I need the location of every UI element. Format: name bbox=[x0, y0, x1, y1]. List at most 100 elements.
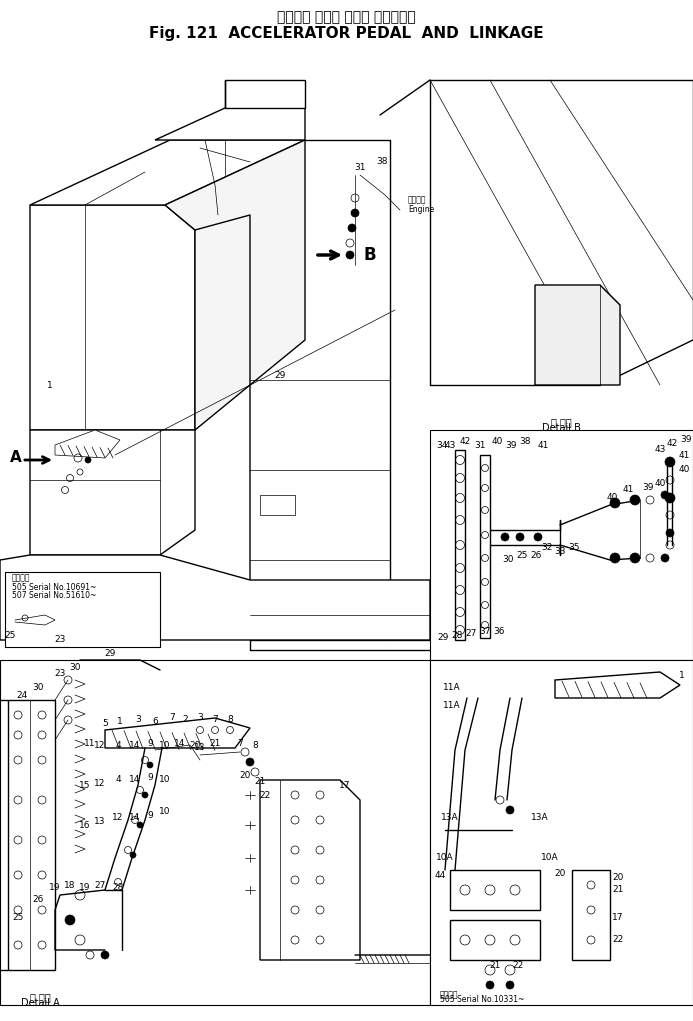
Polygon shape bbox=[572, 870, 610, 960]
Text: 13: 13 bbox=[94, 818, 106, 827]
Polygon shape bbox=[555, 672, 680, 698]
Text: 35: 35 bbox=[568, 543, 580, 552]
Text: 11: 11 bbox=[85, 738, 96, 747]
Text: 20: 20 bbox=[239, 771, 251, 779]
Text: 42: 42 bbox=[667, 438, 678, 447]
Text: 30: 30 bbox=[502, 555, 514, 565]
Text: 1: 1 bbox=[47, 381, 53, 389]
Text: 10: 10 bbox=[159, 808, 170, 817]
Circle shape bbox=[501, 533, 509, 541]
Text: 1: 1 bbox=[117, 717, 123, 726]
Text: 17: 17 bbox=[340, 780, 351, 789]
Text: 25: 25 bbox=[12, 914, 24, 923]
Text: Detail B: Detail B bbox=[542, 423, 581, 433]
Text: 9: 9 bbox=[147, 774, 153, 782]
Text: 2: 2 bbox=[182, 716, 188, 725]
Text: Ａ 詳細: Ａ 詳細 bbox=[30, 992, 51, 1002]
Text: 41: 41 bbox=[622, 486, 633, 494]
Text: 24: 24 bbox=[17, 690, 28, 699]
Text: 29: 29 bbox=[274, 371, 286, 380]
Circle shape bbox=[630, 495, 640, 505]
Text: B: B bbox=[364, 246, 376, 264]
Circle shape bbox=[348, 224, 356, 232]
Bar bbox=[260, 495, 295, 515]
Text: 22: 22 bbox=[259, 791, 271, 800]
Text: 3: 3 bbox=[197, 713, 203, 722]
Polygon shape bbox=[450, 920, 540, 960]
Text: 7: 7 bbox=[237, 738, 243, 747]
Polygon shape bbox=[165, 140, 305, 430]
Text: 26: 26 bbox=[530, 551, 542, 561]
Text: 27: 27 bbox=[465, 629, 477, 637]
Text: 13A: 13A bbox=[532, 814, 549, 823]
Text: 30: 30 bbox=[69, 664, 81, 673]
Text: 15: 15 bbox=[79, 780, 91, 789]
Text: 12: 12 bbox=[112, 814, 123, 823]
Text: 11A: 11A bbox=[444, 700, 461, 710]
Polygon shape bbox=[105, 718, 250, 748]
Text: 11A: 11A bbox=[444, 683, 461, 692]
Text: 13A: 13A bbox=[441, 814, 459, 823]
Text: 505 Serial No.10691~: 505 Serial No.10691~ bbox=[12, 583, 96, 591]
Text: 21: 21 bbox=[613, 885, 624, 894]
Text: 21: 21 bbox=[489, 961, 500, 970]
Text: 43: 43 bbox=[654, 445, 666, 454]
Circle shape bbox=[346, 251, 354, 259]
Text: 9: 9 bbox=[147, 738, 153, 747]
Polygon shape bbox=[55, 430, 120, 458]
Polygon shape bbox=[260, 780, 360, 960]
Text: 31: 31 bbox=[354, 163, 366, 173]
Text: 31: 31 bbox=[474, 440, 486, 449]
Text: Engine: Engine bbox=[408, 205, 435, 214]
Text: 14: 14 bbox=[130, 740, 141, 749]
Text: 40: 40 bbox=[678, 466, 690, 475]
Text: 40: 40 bbox=[606, 492, 617, 501]
Text: 39: 39 bbox=[642, 483, 653, 491]
Text: 10A: 10A bbox=[541, 853, 559, 862]
Text: 43: 43 bbox=[444, 440, 456, 449]
Text: 41: 41 bbox=[678, 450, 690, 459]
Text: 9: 9 bbox=[147, 811, 153, 820]
Text: 4: 4 bbox=[115, 740, 121, 749]
Text: 40: 40 bbox=[491, 438, 502, 446]
Text: 14: 14 bbox=[130, 776, 141, 784]
Circle shape bbox=[65, 915, 75, 925]
Text: 20: 20 bbox=[189, 740, 201, 749]
Circle shape bbox=[665, 493, 675, 503]
Circle shape bbox=[534, 533, 542, 541]
Text: アクセル ペダル および リンケージ: アクセル ペダル および リンケージ bbox=[277, 10, 415, 25]
Text: 7: 7 bbox=[212, 716, 218, 725]
Text: 28: 28 bbox=[451, 631, 463, 639]
Polygon shape bbox=[455, 450, 465, 640]
Polygon shape bbox=[30, 430, 195, 555]
Text: 42: 42 bbox=[459, 438, 471, 446]
Text: 19: 19 bbox=[49, 883, 61, 892]
Text: A: A bbox=[10, 450, 22, 466]
Text: 34: 34 bbox=[437, 440, 448, 449]
Circle shape bbox=[246, 758, 254, 766]
Text: 33: 33 bbox=[554, 546, 565, 555]
Text: 507 Serial No.51610~: 507 Serial No.51610~ bbox=[12, 591, 96, 600]
Polygon shape bbox=[480, 455, 490, 638]
Text: 32: 32 bbox=[541, 543, 553, 552]
Text: 17: 17 bbox=[612, 914, 624, 923]
Polygon shape bbox=[0, 555, 430, 640]
Polygon shape bbox=[30, 140, 305, 205]
Text: 44: 44 bbox=[435, 872, 446, 880]
Text: 18: 18 bbox=[64, 881, 76, 890]
Circle shape bbox=[661, 554, 669, 562]
Polygon shape bbox=[30, 205, 195, 430]
Circle shape bbox=[85, 457, 91, 463]
Polygon shape bbox=[225, 80, 305, 108]
Text: 19: 19 bbox=[79, 883, 91, 892]
Text: 28: 28 bbox=[112, 883, 123, 892]
Bar bbox=[430, 430, 693, 660]
Text: 適用号機: 適用号機 bbox=[12, 574, 30, 583]
Text: 20: 20 bbox=[613, 874, 624, 882]
Text: 5: 5 bbox=[102, 720, 108, 729]
Text: 38: 38 bbox=[519, 438, 531, 446]
Polygon shape bbox=[450, 870, 540, 910]
Text: 14: 14 bbox=[130, 814, 141, 823]
Circle shape bbox=[506, 806, 514, 814]
Circle shape bbox=[506, 981, 514, 989]
